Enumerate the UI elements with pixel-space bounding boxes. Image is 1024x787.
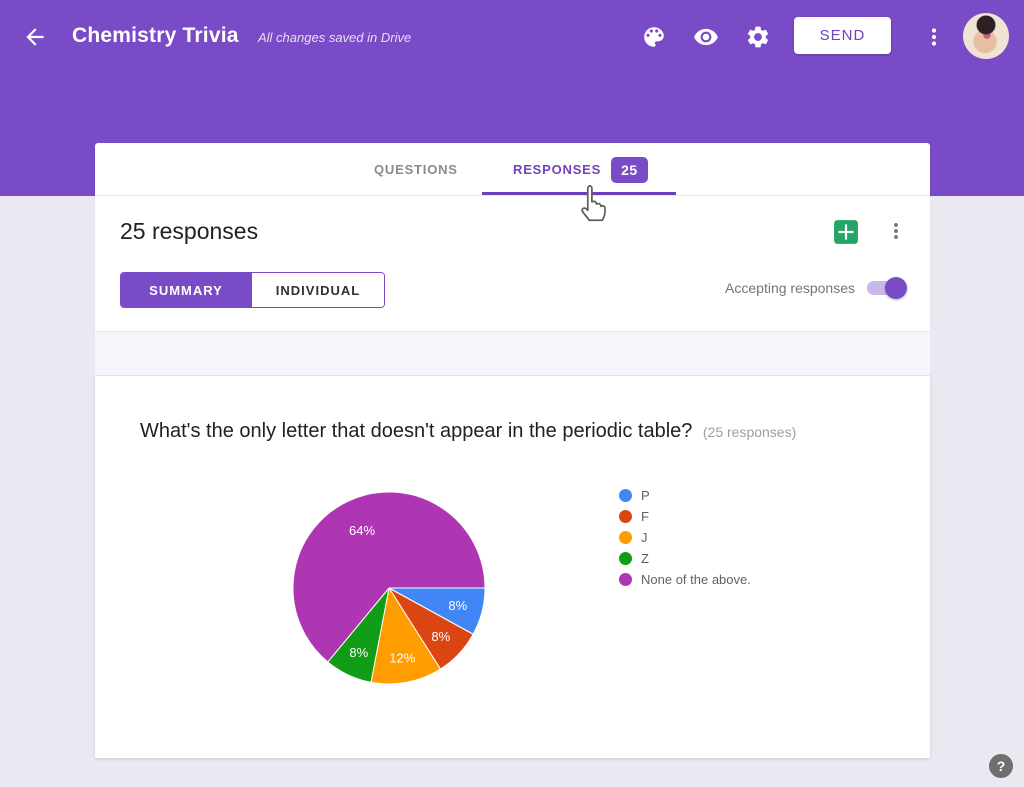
settings-button[interactable] — [745, 24, 771, 50]
legend-label: P — [641, 488, 650, 503]
app-header: Chemistry Trivia All changes saved in Dr… — [0, 0, 1024, 74]
accepting-responses-toggle[interactable] — [867, 277, 907, 299]
header-more-options-button[interactable] — [921, 24, 947, 50]
legend-item: P — [619, 485, 751, 506]
legend-item: F — [619, 506, 751, 527]
pie-chart: 8% 8% 12% 8% 64% — [292, 491, 486, 685]
account-avatar[interactable] — [963, 13, 1009, 59]
pie-slice — [370, 586, 442, 685]
responses-more-options-button[interactable] — [883, 219, 909, 245]
legend-label: None of the above. — [641, 572, 751, 587]
legend-item: J — [619, 527, 751, 548]
legend-color-dot — [619, 489, 632, 502]
tab-questions-label: QUESTIONS — [374, 162, 458, 177]
accepting-responses-label: Accepting responses — [725, 280, 855, 296]
back-button[interactable] — [22, 24, 48, 50]
individual-view-button[interactable]: INDIVIDUAL — [251, 273, 384, 307]
preview-button[interactable] — [693, 24, 719, 50]
accepting-responses-row: Accepting responses — [725, 277, 907, 299]
summary-individual-toggle: SUMMARY INDIVIDUAL — [120, 272, 385, 308]
responses-summary-header: 25 responses SUMMARY INDIVIDUAL Acceptin… — [95, 196, 930, 332]
chart-legend: P F J Z None of the above. — [619, 485, 751, 590]
gear-icon — [747, 26, 769, 48]
palette-icon — [644, 27, 664, 47]
kebab-menu-icon — [931, 28, 937, 46]
pie-slice-label: 8% — [448, 598, 467, 613]
active-tab-indicator — [482, 192, 676, 195]
pie-slice-label: 12% — [389, 650, 415, 665]
spreadsheet-icon — [834, 220, 858, 244]
summary-view-button[interactable]: SUMMARY — [121, 273, 251, 307]
send-button[interactable]: SEND — [794, 17, 891, 54]
tab-responses-label: RESPONSES — [513, 162, 602, 177]
theme-palette-button[interactable] — [641, 24, 667, 50]
legend-label: Z — [641, 551, 649, 566]
question-title-row: What's the only letter that doesn't appe… — [140, 420, 900, 443]
responses-heading: 25 responses — [120, 218, 259, 244]
form-title: Chemistry Trivia — [72, 24, 239, 47]
tab-responses[interactable]: RESPONSES 25 — [513, 143, 648, 196]
pie-slice-label: 8% — [349, 645, 368, 660]
legend-color-dot — [619, 573, 632, 586]
help-button[interactable]: ? — [989, 754, 1013, 778]
form-tab-bar: QUESTIONS RESPONSES 25 — [95, 143, 930, 196]
question-response-count: (25 responses) — [702, 424, 797, 440]
responses-count-badge: 25 — [611, 156, 648, 183]
legend-item: None of the above. — [619, 569, 751, 590]
question-title: What's the only letter that doesn't appe… — [140, 420, 693, 442]
legend-color-dot — [619, 531, 632, 544]
pie-slice-label: 64% — [349, 523, 375, 538]
question-summary-card: What's the only letter that doesn't appe… — [95, 376, 930, 758]
legend-label: F — [641, 509, 649, 524]
pie-slice — [292, 491, 486, 663]
legend-color-dot — [619, 510, 632, 523]
pie-slice-label: 8% — [431, 629, 450, 644]
eye-icon — [694, 28, 718, 46]
autosave-status: All changes saved in Drive — [258, 30, 412, 45]
toggle-knob — [885, 277, 907, 299]
create-spreadsheet-button[interactable] — [833, 219, 859, 245]
legend-color-dot — [619, 552, 632, 565]
section-spacer-strip — [95, 332, 930, 376]
tab-questions[interactable]: QUESTIONS — [374, 143, 458, 196]
legend-item: Z — [619, 548, 751, 569]
arrow-left-icon — [26, 28, 44, 46]
legend-label: J — [641, 530, 648, 545]
kebab-menu-icon — [894, 223, 898, 239]
